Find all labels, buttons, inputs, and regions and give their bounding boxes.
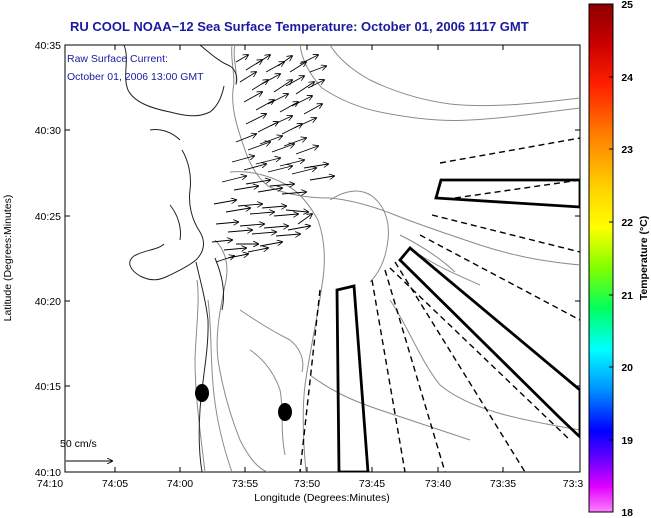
x-tick-label: 74:00 bbox=[167, 478, 193, 490]
colorbar-tick-label: 25 bbox=[621, 0, 633, 11]
coastline bbox=[123, 45, 238, 472]
colorbar-label: Temperature (°C) bbox=[638, 216, 650, 301]
y-tick-label: 40:20 bbox=[35, 296, 61, 308]
x-tick-label: 73:45 bbox=[359, 478, 385, 490]
colorbar-tick-label: 22 bbox=[621, 217, 633, 229]
x-tick-label: 74:10 bbox=[37, 478, 63, 490]
colorbar-tick-marks bbox=[609, 76, 613, 441]
y-axis-label: Latitude (Degrees:Minutes) bbox=[2, 195, 14, 322]
x-tick-label: 73:55 bbox=[232, 478, 258, 490]
x-axis-label: Longitude (Degrees:Minutes) bbox=[254, 492, 389, 504]
x-tick-marks bbox=[64, 45, 504, 472]
map-layers bbox=[66, 45, 580, 472]
colorbar-tick-label: 23 bbox=[621, 144, 633, 156]
colorbar-tick-label: 21 bbox=[621, 290, 633, 302]
x-tick-label: 73:50 bbox=[294, 478, 320, 490]
y-tick-label: 40:10 bbox=[35, 467, 61, 479]
y-tick-labels: 40:35 40:30 40:25 40:20 40:15 40:10 bbox=[35, 40, 61, 479]
y-tick-marks bbox=[65, 129, 580, 387]
y-tick-label: 40:35 bbox=[35, 40, 61, 52]
y-tick-label: 40:30 bbox=[35, 125, 61, 137]
colorbar-tick-label: 20 bbox=[621, 362, 633, 374]
colorbar bbox=[588, 3, 614, 513]
radar-site-marker bbox=[278, 403, 292, 421]
colorbar-tick-labels: 25 24 23 22 21 20 19 18 bbox=[621, 0, 633, 518]
current-note-line1: Raw Surface Current: bbox=[67, 53, 168, 65]
x-tick-label: 73:40 bbox=[425, 478, 451, 490]
y-tick-label: 40:25 bbox=[35, 211, 61, 223]
radar-site-marker bbox=[195, 384, 209, 402]
x-tick-label: 74:05 bbox=[102, 478, 128, 490]
current-note-line2: October 01, 2006 13:00 GMT bbox=[67, 71, 204, 83]
scale-label: 50 cm/s bbox=[60, 438, 97, 450]
y-tick-label: 40:15 bbox=[35, 381, 61, 393]
radar-beam-lines bbox=[299, 137, 580, 472]
colorbar-tick-label: 18 bbox=[621, 507, 633, 518]
plot-frame bbox=[64, 44, 581, 473]
radar-sector-boxes bbox=[335, 178, 580, 472]
colorbar-tick-label: 24 bbox=[621, 72, 633, 84]
x-tick-label: 73:35 bbox=[490, 478, 516, 490]
surface-current-vectors bbox=[211, 55, 334, 263]
figure-title: RU COOL NOAA−12 Sea Surface Temperature:… bbox=[70, 19, 529, 34]
colorbar-tick-label: 19 bbox=[621, 435, 633, 447]
x-tick-labels: 74:10 74:05 74:00 73:55 73:50 73:45 73:4… bbox=[37, 478, 584, 490]
x-tick-label: 73:3 bbox=[563, 478, 584, 490]
bathymetry-contours bbox=[194, 45, 580, 472]
